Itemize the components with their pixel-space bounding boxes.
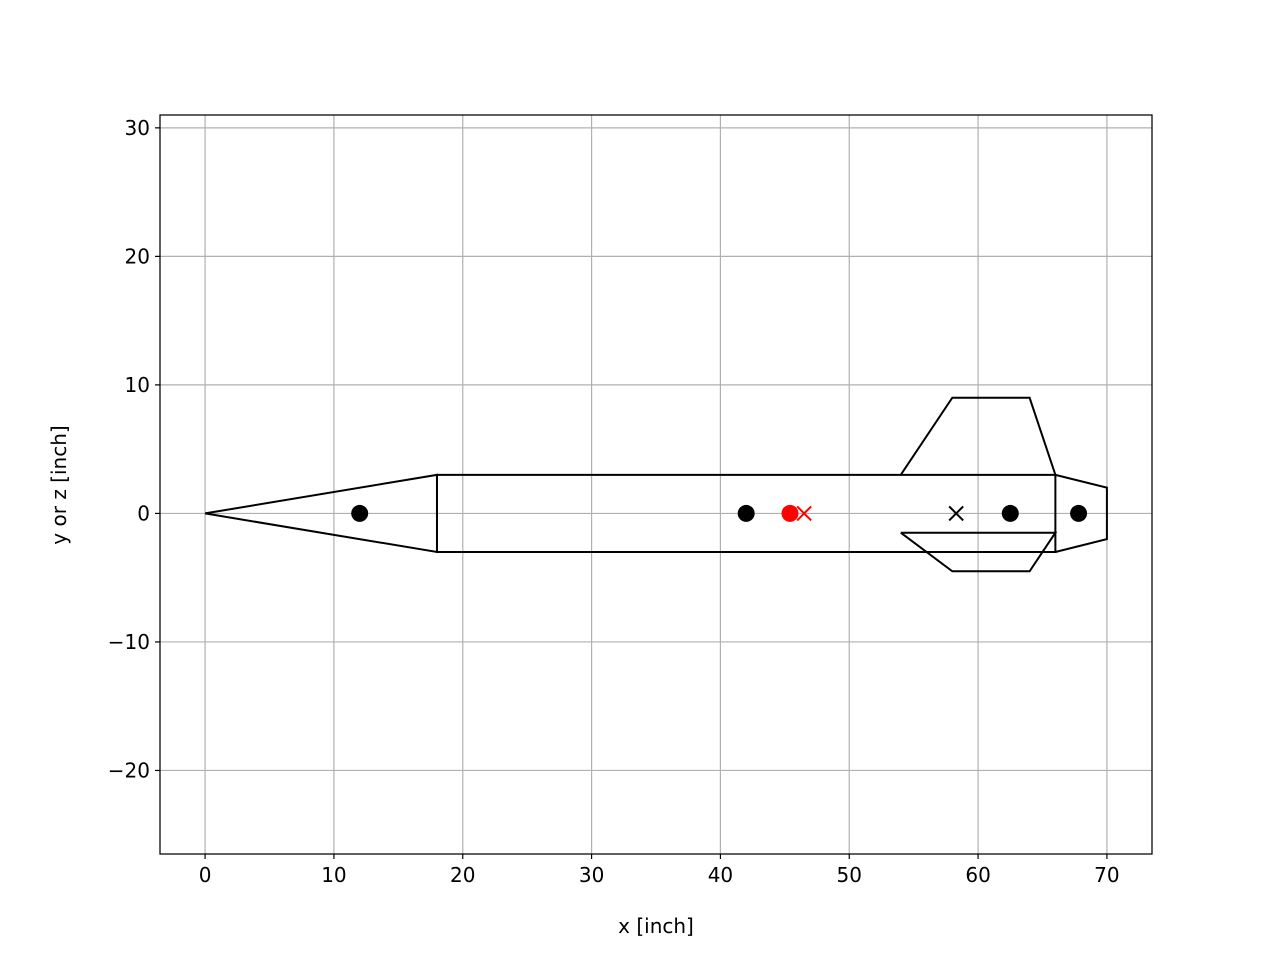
- y-tick-label: 0: [137, 501, 150, 525]
- dot-marker-5-3: [1070, 504, 1088, 522]
- x-tick-label: 70: [1094, 863, 1119, 887]
- outline-series-4: [900, 531, 1058, 573]
- dot-marker-5-1: [737, 504, 755, 522]
- x-marker-8-0: [796, 505, 812, 522]
- x-tick-label: 50: [837, 863, 862, 887]
- dot-marker-7-0: [781, 504, 799, 522]
- ticks: 0 10 20 30 40 50 60 70 −20 −10 0 10 20 30: [108, 116, 1120, 887]
- y-tick-label: 10: [125, 373, 150, 397]
- x-tick-label: 40: [708, 863, 733, 887]
- dot-marker-5-2: [1001, 504, 1019, 522]
- x-tick-label: 60: [965, 863, 990, 887]
- plot-frame: [159, 114, 1153, 855]
- x-marker-6-0: [948, 505, 964, 522]
- y-tick-label: 30: [125, 116, 150, 140]
- outline-series-2: [1055, 473, 1108, 553]
- plot-data: [204, 396, 1108, 573]
- y-tick-label: −20: [108, 758, 150, 782]
- y-axis-label: y or z [inch]: [47, 425, 71, 544]
- x-tick-label: 10: [321, 863, 346, 887]
- y-tick-label: −10: [108, 630, 150, 654]
- x-axis-label: x [inch]: [618, 914, 694, 938]
- x-tick-label: 30: [579, 863, 604, 887]
- grid: [160, 115, 1152, 854]
- dot-marker-5-0: [351, 504, 369, 522]
- outline-series-3: [899, 396, 1057, 476]
- x-tick-label: 0: [199, 863, 212, 887]
- y-tick-label: 20: [125, 244, 150, 268]
- x-tick-label: 20: [450, 863, 475, 887]
